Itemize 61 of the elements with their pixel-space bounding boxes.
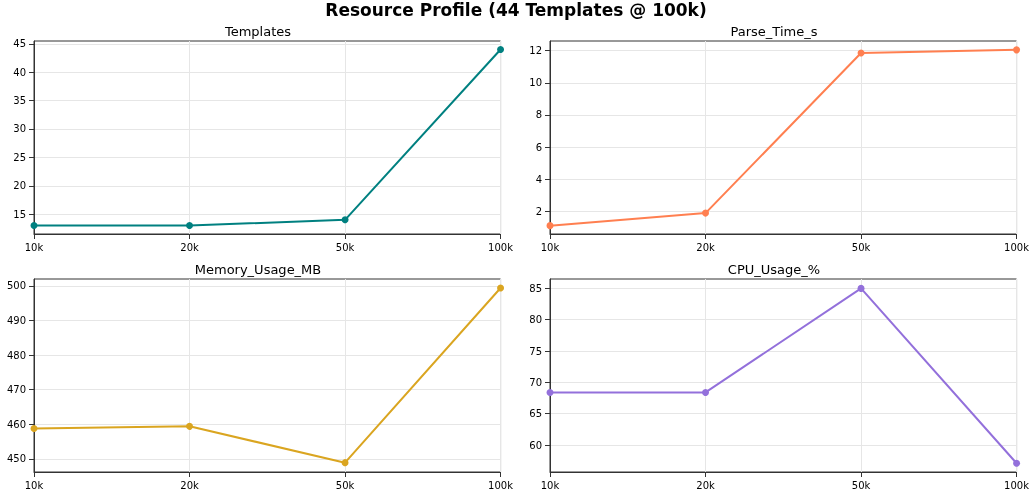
y-tick-label: 480 (6, 349, 26, 361)
point (702, 388, 710, 396)
point (546, 222, 554, 230)
point (30, 221, 38, 229)
chart-title: Parse_Time_s (730, 24, 818, 39)
y-tick-label: 25 (13, 151, 26, 163)
x-tick-label: 20k (696, 241, 715, 253)
point (186, 422, 194, 430)
y-tick-label: 2 (535, 205, 542, 217)
point (1013, 46, 1021, 54)
x-tick-label: 20k (180, 241, 199, 253)
y-tick-label: 60 (529, 439, 542, 451)
x-tick-label: 50k (851, 479, 871, 491)
text: Resource Profile (44 Templates @ 100k) (324, 0, 708, 20)
point (497, 284, 505, 292)
x-tick-label: 50k (335, 241, 355, 253)
y-tick-label: 490 (6, 315, 26, 327)
y-tick-label: 4 (535, 173, 542, 185)
y-tick-label: 10 (529, 77, 542, 89)
y-tick-label: 8 (535, 109, 542, 121)
y-tick-label: 75 (529, 345, 542, 357)
y-tick-label: 470 (6, 384, 26, 396)
chart-title: Templates (223, 24, 292, 39)
chart-title: CPU_Usage_% (727, 262, 821, 277)
y-tick-label: 35 (13, 95, 26, 107)
x-tick-label: 50k (851, 241, 871, 253)
y-tick-label: 70 (529, 376, 542, 388)
y-tick-label: 450 (6, 453, 26, 465)
y-tick-label: 85 (529, 282, 542, 294)
y-tick-label: 30 (13, 123, 26, 135)
x-tick-label: 100k (488, 241, 514, 253)
y-tick-label: 460 (6, 418, 26, 430)
x-tick-label: 10k (24, 479, 44, 491)
y-tick-label: 15 (13, 208, 26, 220)
x-tick-label: 10k (24, 241, 44, 253)
x-tick-label: 100k (1004, 479, 1030, 491)
y-tick-label: 80 (529, 314, 542, 326)
point (30, 424, 38, 432)
y-tick-label: 500 (6, 280, 26, 292)
y-tick-label: 20 (13, 180, 26, 192)
point (1013, 459, 1021, 467)
point (341, 459, 349, 467)
x-tick-label: 50k (335, 479, 355, 491)
x-tick-label: 10k (540, 241, 560, 253)
x-tick-label: 100k (1004, 241, 1030, 253)
point (186, 221, 194, 229)
y-tick-label: 6 (535, 141, 542, 153)
chart-title: Memory_Usage_MB (194, 262, 322, 277)
x-tick-label: 10k (540, 479, 560, 491)
y-tick-label: 12 (529, 45, 542, 57)
point (546, 388, 554, 396)
point (497, 46, 505, 54)
point (702, 209, 710, 217)
x-tick-label: 20k (180, 479, 199, 491)
y-tick-label: 45 (13, 38, 26, 50)
point (341, 216, 349, 224)
y-tick-label: 65 (529, 408, 542, 420)
x-tick-label: 20k (696, 479, 715, 491)
x-tick-label: 100k (488, 479, 514, 491)
point (857, 284, 865, 292)
y-tick-label: 40 (13, 66, 26, 78)
